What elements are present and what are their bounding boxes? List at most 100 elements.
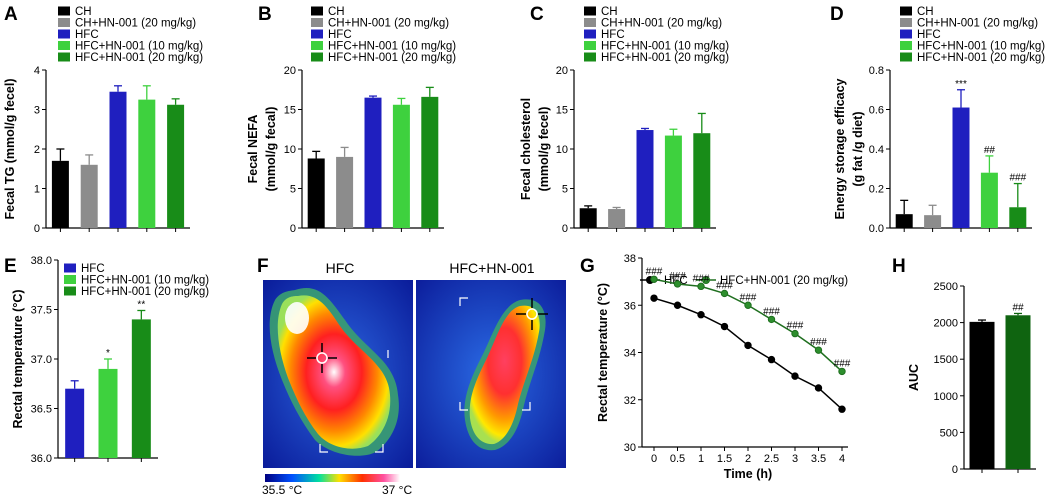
- legend-swatch: [900, 6, 912, 16]
- significance-label: ###: [740, 292, 757, 303]
- y-tick-label: 30: [624, 442, 636, 454]
- panel-letter-A: A: [4, 4, 18, 25]
- legend-label: HFC+HN-001 (20 mg/kg): [81, 286, 209, 298]
- legend-swatch: [584, 6, 596, 16]
- data-point: [650, 275, 658, 283]
- legend-swatch: [584, 52, 596, 62]
- significance-label: ###: [716, 280, 733, 291]
- colorbar-max-label: 37 °C: [382, 483, 412, 497]
- data-point: [838, 367, 846, 376]
- bar-4: [167, 104, 185, 228]
- legend-label: HFC: [601, 29, 625, 41]
- thermal-image-hfc-hn001: [416, 280, 566, 468]
- thermal-image-panel: F HFC HFC+HN-001: [257, 256, 566, 497]
- bar-1: [98, 368, 118, 458]
- legend-label: HFC: [328, 29, 352, 41]
- significance-label: ###: [693, 273, 710, 284]
- data-point: [720, 322, 729, 331]
- x-tick-label: 0: [651, 453, 657, 465]
- significance-label: ###: [834, 358, 851, 369]
- legend-label: HFC+HN-001 (20 mg/kg): [601, 52, 729, 64]
- chart-H: H 0 500 1000 1500 2000 2500 AUC ##: [892, 256, 1036, 476]
- legend-label: CH: [917, 6, 934, 18]
- significance-label: ###: [763, 306, 780, 317]
- data-point: [767, 355, 776, 364]
- y-tick-label: 36: [624, 300, 636, 312]
- legend-label: HFC+HN-001 (20 mg/kg): [720, 275, 848, 287]
- bar-1: [608, 209, 626, 228]
- y-tick-label: 20: [556, 65, 568, 77]
- data-point: [673, 301, 682, 309]
- legend-swatch: [900, 52, 912, 62]
- data-point: [650, 294, 658, 302]
- legend-label: CH: [328, 6, 345, 18]
- y-tick-label: 5: [290, 184, 296, 196]
- significance-label: **: [137, 299, 145, 310]
- y-axis-label: Energy storage efficacy: [833, 78, 847, 219]
- panel-letter-H: H: [892, 256, 906, 277]
- y-tick-label: 2: [34, 144, 40, 156]
- legend-swatch: [58, 52, 70, 62]
- y-tick-label: 0.2: [869, 184, 884, 196]
- y-tick-label: 1000: [934, 391, 958, 403]
- bar-2: [364, 97, 382, 229]
- legend-label: CH+HN-001 (20 mg/kg): [328, 18, 449, 30]
- x-tick-label: 4: [839, 453, 845, 465]
- bar-3: [980, 172, 998, 228]
- y-axis-label: Fecal TG (mmol/g fecel): [3, 78, 17, 219]
- x-tick-label: 3: [792, 453, 798, 465]
- y-axis-label: (mmol/g fecal): [264, 107, 278, 192]
- crosshair-marker: [516, 298, 548, 330]
- y-tick-label: 20: [284, 65, 296, 77]
- y-tick-label: 15: [284, 105, 296, 117]
- legend-label: CH: [75, 6, 92, 18]
- y-axis-label: (mmol/g fecel): [537, 107, 551, 192]
- panel-letter-G: G: [580, 256, 595, 277]
- data-point: [814, 384, 823, 392]
- panel-letter-B: B: [258, 4, 272, 25]
- panel-letter-E: E: [4, 256, 17, 277]
- legend-swatch: [58, 29, 70, 39]
- y-tick-label: 1500: [934, 354, 958, 366]
- legend-swatch: [311, 18, 323, 27]
- data-point: [791, 372, 799, 380]
- data-point: [673, 280, 682, 288]
- bar-1: [336, 156, 354, 228]
- legend-swatch: [900, 29, 912, 39]
- bar-0: [579, 208, 597, 228]
- y-tick-label: 37.0: [31, 354, 52, 366]
- bar-1: [924, 215, 942, 228]
- legend-swatch: [64, 275, 76, 284]
- y-axis-label: Fecal NEFA: [246, 115, 260, 184]
- legend-swatch: [58, 18, 70, 27]
- x-tick-label: 2.5: [764, 453, 779, 465]
- y-tick-label: 0: [952, 464, 958, 476]
- significance-label: ###: [787, 321, 804, 332]
- data-point: [697, 311, 705, 319]
- panel-letter-D: D: [830, 4, 844, 25]
- legend-swatch: [58, 6, 70, 16]
- x-tick-label: 0.5: [670, 453, 685, 465]
- legend-swatch: [900, 18, 912, 27]
- legend-label: HFC+HN-001 (10 mg/kg): [917, 41, 1045, 53]
- y-tick-label: 32: [624, 395, 636, 407]
- bar-1: [1005, 315, 1031, 469]
- y-tick-label: 500: [940, 427, 958, 439]
- significance-label: *: [106, 348, 110, 359]
- bar-0: [51, 160, 69, 228]
- y-tick-label: 38: [624, 253, 636, 265]
- y-tick-label: 5: [562, 184, 568, 196]
- bar-3: [138, 99, 156, 228]
- bar-0: [307, 158, 325, 228]
- y-tick-label: 10: [556, 144, 568, 156]
- y-tick-label: 0.6: [869, 105, 884, 117]
- legend-label: HFC+HN-001 (20 mg/kg): [328, 52, 456, 64]
- y-axis-label: (g fat /g diet): [851, 112, 865, 187]
- y-tick-label: 36.5: [31, 404, 52, 416]
- x-tick-label: 1: [698, 453, 704, 465]
- chart-G: G 30 32 34 36 38 0 0.5 1 1.5 2 2.5 3 3.5 4 Time (h) Rect…: [580, 253, 851, 481]
- panel-letter-F: F: [257, 256, 269, 277]
- legend-swatch: [584, 41, 596, 50]
- y-tick-label: 0: [290, 223, 296, 235]
